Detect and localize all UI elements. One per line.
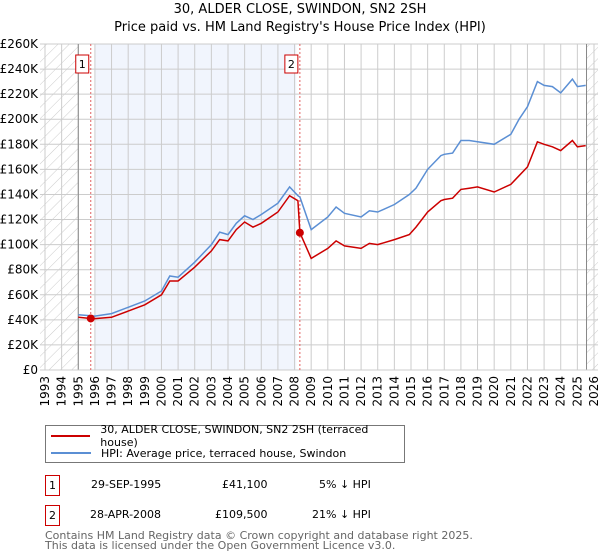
- y-tick-label: £200K: [0, 112, 39, 126]
- x-tick-label: 1995: [71, 376, 85, 407]
- y-tick-label: £0: [23, 363, 38, 377]
- footer: Contains HM Land Registry data © Crown c…: [45, 529, 473, 552]
- sale-price: £109,500: [215, 508, 268, 521]
- y-tick-label: £220K: [0, 87, 39, 101]
- sale-label-box: [75, 54, 90, 74]
- x-tick-label: 2026: [587, 376, 600, 407]
- sale-row-2: 2 28-APR-2008 £109,500 21% ↓ HPI: [45, 505, 405, 526]
- x-tick-label: 2001: [171, 376, 185, 407]
- x-tick-label: 2016: [421, 376, 435, 407]
- y-tick-label: £120K: [0, 213, 39, 227]
- sale-label-text: 1: [79, 58, 86, 71]
- x-tick-label: 2020: [487, 376, 501, 407]
- x-tick-label: 2019: [471, 376, 485, 407]
- x-tick-label: 2025: [570, 376, 584, 407]
- sale-label-box: [284, 54, 299, 74]
- x-tick-label: 2017: [437, 376, 451, 407]
- x-tick-label: 2024: [554, 376, 568, 407]
- x-tick-label: 2015: [404, 376, 418, 407]
- sale-price: £41,100: [222, 478, 268, 491]
- y-tick-label: £20K: [7, 338, 39, 352]
- chart-title: 30, ALDER CLOSE, SWINDON, SN2 2SH: [173, 2, 427, 17]
- x-tick-label: 2013: [371, 376, 385, 407]
- y-tick-label: £60K: [7, 288, 39, 302]
- sale-point: [295, 228, 304, 237]
- y-tick-label: £240K: [0, 62, 39, 76]
- sale-row-1: 1 29-SEP-1995 £41,100 5% ↓ HPI: [45, 475, 405, 496]
- x-tick-label: 2000: [154, 376, 168, 407]
- x-tick-label: 2003: [204, 376, 218, 407]
- y-tick-label: £140K: [0, 187, 39, 201]
- x-tick-label: 2006: [254, 376, 268, 407]
- x-tick-label: 2010: [321, 376, 335, 407]
- hpi-line: [78, 77, 586, 317]
- x-tick-label: 2018: [454, 376, 468, 407]
- legend-label-hpi: HPI: Average price, terraced house, Swin…: [101, 446, 347, 460]
- x-tick-label: 2014: [387, 376, 401, 407]
- x-tick-label: 2023: [537, 376, 551, 407]
- x-tick-label: 1996: [88, 376, 102, 407]
- x-tick-label: 1999: [138, 376, 152, 407]
- y-tick-label: £160K: [0, 162, 39, 176]
- y-tick-label: £260K: [0, 37, 39, 51]
- y-tick-label: £180K: [0, 137, 39, 151]
- legend-swatch-hpi: [51, 452, 91, 454]
- x-tick-label: 2002: [188, 376, 202, 407]
- x-tick-label: 1994: [55, 376, 69, 407]
- x-tick-label: 2008: [288, 376, 302, 407]
- sale-marker-label: 1: [45, 475, 60, 496]
- legend-swatch-property: [51, 435, 91, 437]
- x-tick-label: 1998: [121, 376, 135, 407]
- x-tick-label: 2022: [520, 376, 534, 407]
- y-tick-label: £100K: [0, 238, 39, 252]
- legend-item-hpi: HPI: Average price, terraced house, Swin…: [51, 446, 346, 460]
- x-tick-label: 2007: [271, 376, 285, 407]
- property-price-line: [78, 139, 586, 320]
- x-tick-label: 2021: [504, 376, 518, 407]
- legend: 30, ALDER CLOSE, SWINDON, SN2 2SH (terra…: [45, 423, 405, 463]
- sale-hpi-diff: 5% ↓ HPI: [319, 478, 371, 491]
- footer-line-2: This data is licensed under the Open Gov…: [45, 539, 396, 552]
- legend-item-property: 30, ALDER CLOSE, SWINDON, SN2 2SH (terra…: [51, 423, 404, 449]
- x-tick-label: 1997: [105, 376, 119, 407]
- sale-marker-label: 2: [45, 505, 60, 526]
- plot-area: 1993 1994 1995 1996 1997 1998 1999 2000 2001 2002…: [0, 37, 600, 407]
- x-tick-label: 2012: [354, 376, 368, 407]
- x-tick-label: 2009: [304, 376, 318, 407]
- sale-label-text: 2: [288, 58, 295, 71]
- sale-point: [86, 314, 95, 323]
- sale-hpi-diff: 21% ↓ HPI: [312, 508, 371, 521]
- x-tick-label: 2011: [337, 376, 351, 407]
- x-tick-label: 2004: [221, 376, 235, 407]
- y-tick-label: £40K: [7, 313, 39, 327]
- sale-date: 28-APR-2008: [90, 508, 162, 521]
- x-tick-label: 1993: [38, 376, 52, 407]
- y-tick-label: £80K: [7, 263, 39, 277]
- x-tick-label: 2005: [238, 376, 252, 407]
- hatch-before-data: [40, 44, 79, 370]
- footer-line-1: Contains HM Land Registry data © Crown c…: [45, 529, 473, 542]
- legend-label-property: 30, ALDER CLOSE, SWINDON, SN2 2SH (terra…: [100, 423, 369, 449]
- chart-subtitle: Price paid vs. HM Land Registry's House …: [114, 20, 486, 35]
- hatch-after-data: [586, 44, 598, 370]
- ownership-period-shade: [94, 44, 297, 370]
- sale-date: 29-SEP-1995: [91, 478, 162, 491]
